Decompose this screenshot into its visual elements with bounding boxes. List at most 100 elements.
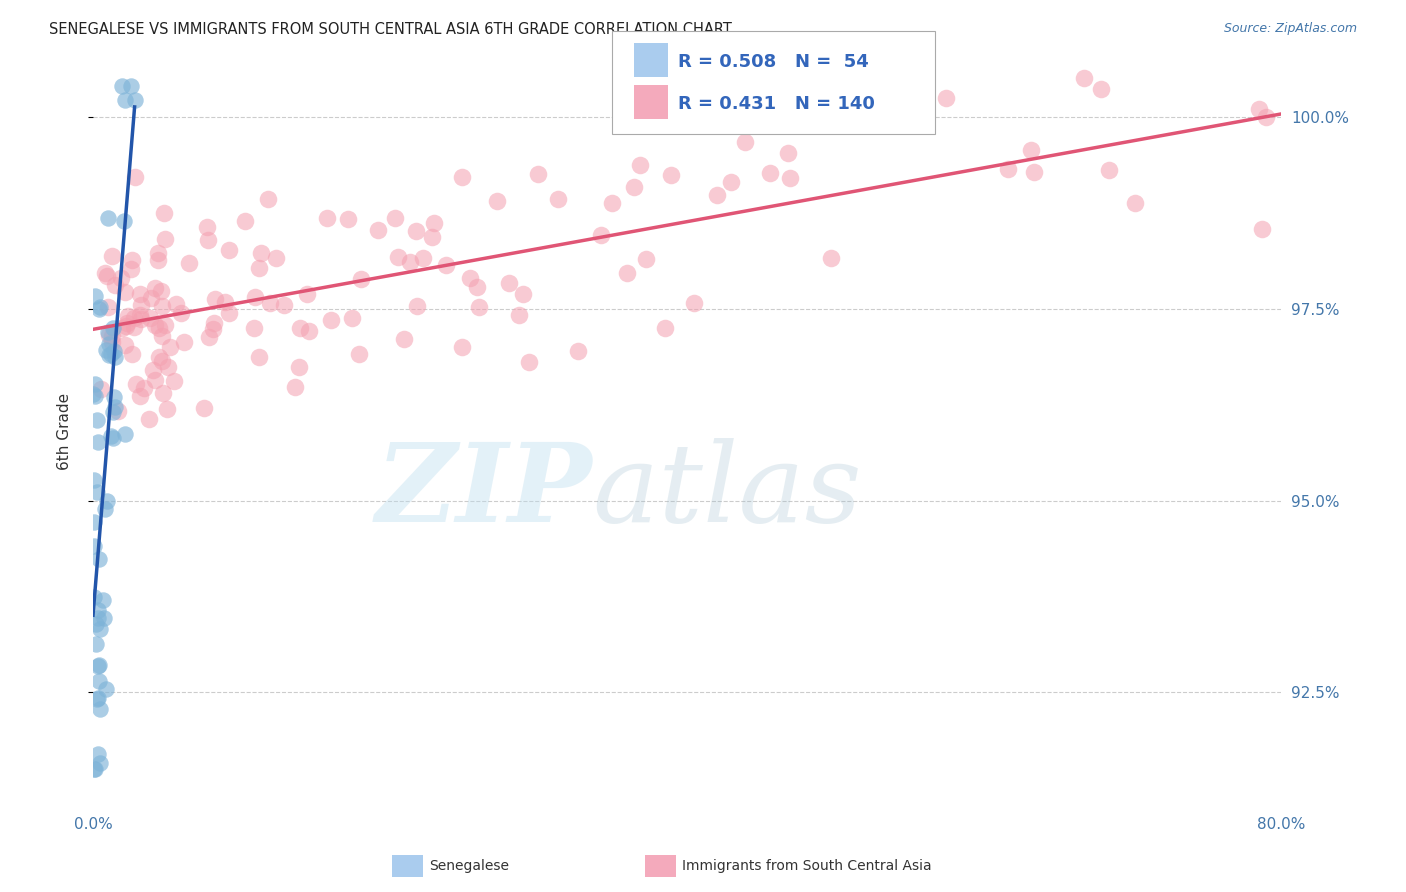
- Point: [124, 93, 146, 107]
- Point: [367, 223, 389, 237]
- Point: [101, 431, 124, 445]
- Point: [120, 78, 142, 93]
- Point: [111, 320, 134, 334]
- Point: [114, 285, 136, 299]
- Point: [83, 762, 105, 776]
- Point: [458, 271, 481, 285]
- Point: [87, 658, 110, 673]
- Point: [387, 250, 409, 264]
- Text: ZIP: ZIP: [375, 438, 592, 545]
- Point: [112, 214, 135, 228]
- Point: [125, 376, 148, 391]
- Point: [273, 297, 295, 311]
- Point: [86, 485, 108, 500]
- Point: [120, 262, 142, 277]
- Point: [129, 286, 152, 301]
- Point: [86, 413, 108, 427]
- Point: [90, 382, 112, 396]
- Point: [423, 216, 446, 230]
- Point: [600, 196, 623, 211]
- Point: [83, 591, 105, 605]
- Point: [121, 346, 143, 360]
- Point: [96, 269, 118, 284]
- Point: [129, 309, 152, 323]
- Point: [628, 159, 651, 173]
- Point: [89, 756, 111, 770]
- Point: [157, 359, 180, 374]
- Point: [91, 593, 114, 607]
- Point: [87, 603, 110, 617]
- Point: [636, 252, 658, 266]
- Point: [350, 272, 373, 286]
- Point: [100, 328, 122, 343]
- Point: [935, 91, 957, 105]
- Point: [398, 255, 420, 269]
- Text: atlas: atlas: [592, 438, 862, 545]
- Point: [84, 376, 107, 391]
- Point: [451, 341, 474, 355]
- Point: [247, 261, 270, 276]
- Point: [103, 390, 125, 404]
- Point: [122, 310, 145, 325]
- Point: [101, 405, 124, 419]
- Point: [148, 320, 170, 334]
- Point: [298, 324, 321, 338]
- Point: [143, 318, 166, 332]
- Point: [1097, 163, 1119, 178]
- Point: [89, 701, 111, 715]
- Point: [83, 473, 105, 487]
- Point: [129, 298, 152, 312]
- Point: [250, 245, 273, 260]
- Point: [101, 334, 124, 349]
- Point: [87, 552, 110, 566]
- Point: [115, 316, 138, 330]
- Point: [759, 166, 782, 180]
- Point: [143, 281, 166, 295]
- Point: [508, 308, 530, 322]
- Point: [163, 374, 186, 388]
- Point: [434, 259, 457, 273]
- Point: [100, 249, 122, 263]
- Point: [104, 278, 127, 293]
- Point: [100, 347, 122, 361]
- Text: SENEGALESE VS IMMIGRANTS FROM SOUTH CENTRAL ASIA 6TH GRADE CORRELATION CHART: SENEGALESE VS IMMIGRANTS FROM SOUTH CENT…: [49, 22, 733, 37]
- Point: [82, 386, 104, 401]
- Point: [94, 343, 117, 358]
- Point: [89, 622, 111, 636]
- Point: [706, 188, 728, 202]
- Point: [86, 637, 108, 651]
- Point: [87, 747, 110, 761]
- Point: [198, 329, 221, 343]
- Point: [659, 168, 682, 182]
- Point: [1019, 143, 1042, 157]
- Point: [1251, 222, 1274, 236]
- Point: [143, 373, 166, 387]
- Point: [465, 280, 488, 294]
- Point: [96, 681, 118, 696]
- Text: Senegalese: Senegalese: [429, 859, 509, 873]
- Point: [150, 328, 173, 343]
- Point: [83, 539, 105, 553]
- Point: [1256, 110, 1278, 124]
- Text: R = 0.508   N =  54: R = 0.508 N = 54: [678, 53, 869, 70]
- Point: [146, 245, 169, 260]
- Point: [84, 289, 107, 303]
- Point: [1090, 81, 1112, 95]
- Point: [97, 300, 120, 314]
- Point: [1247, 102, 1270, 116]
- Point: [204, 292, 226, 306]
- Point: [117, 309, 139, 323]
- Point: [243, 321, 266, 335]
- Point: [527, 167, 550, 181]
- Point: [87, 658, 110, 673]
- Point: [152, 386, 174, 401]
- Point: [412, 252, 434, 266]
- Point: [98, 337, 121, 351]
- Point: [115, 318, 138, 333]
- Point: [498, 276, 520, 290]
- Point: [96, 494, 118, 508]
- Point: [257, 192, 280, 206]
- Point: [218, 306, 240, 320]
- Point: [202, 316, 225, 330]
- Point: [384, 211, 406, 226]
